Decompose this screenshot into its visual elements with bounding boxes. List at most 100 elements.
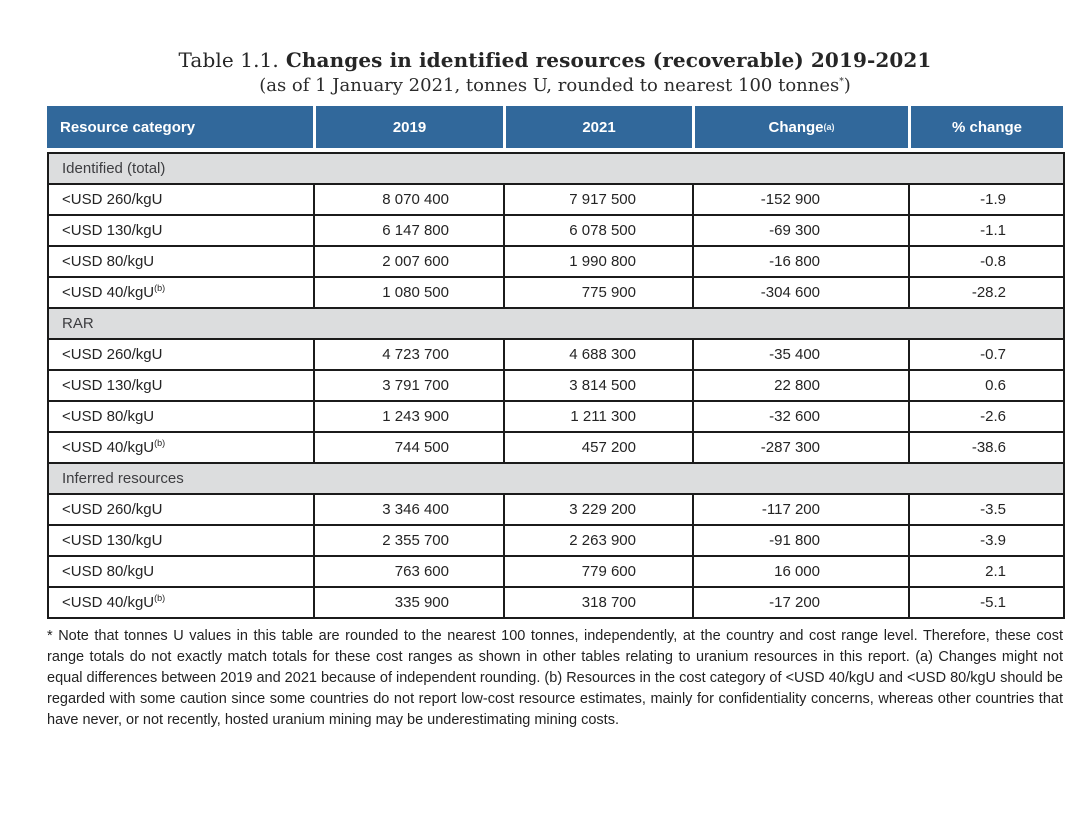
section-row-rar: RAR <box>46 307 1066 340</box>
resource-category-cell: <USD 260/kgU <box>47 183 315 216</box>
resource-category: <USD 80/kgU <box>62 253 155 270</box>
value-2019: 3 346 400 <box>313 493 505 526</box>
resource-category: <USD 260/kgU <box>62 191 163 208</box>
value-2019: 763 600 <box>313 555 505 588</box>
value-2021: 3 229 200 <box>503 493 694 526</box>
resource-category: <USD 40/kgU <box>62 439 155 456</box>
value-pct-change: -3.5 <box>907 493 1066 526</box>
value-change: -17 200 <box>692 586 910 619</box>
value-2021: 775 900 <box>503 276 694 309</box>
value-change: -304 600 <box>692 276 910 309</box>
value-change: -35 400 <box>692 338 910 371</box>
col-header-change: Change (a) <box>692 106 908 148</box>
resource-category: <USD 80/kgU <box>62 408 155 425</box>
table-row: <USD 80/kgU 2 007 600 1 990 800 -16 800 … <box>47 245 1066 278</box>
table-row: <USD 130/kgU 3 791 700 3 814 500 22 800 … <box>47 369 1066 402</box>
value-2019: 1 080 500 <box>313 276 505 309</box>
value-pct-change: -0.8 <box>907 245 1066 278</box>
table-row: <USD 260/kgU 8 070 400 7 917 500 -152 90… <box>47 183 1066 216</box>
resource-category: <USD 130/kgU <box>62 377 163 394</box>
value-change: 22 800 <box>692 369 910 402</box>
col-header-change-label: Change <box>768 118 824 136</box>
value-pct-change: 0.6 <box>907 369 1066 402</box>
table-row: <USD 40/kgU(b) 1 080 500 775 900 -304 60… <box>47 276 1066 309</box>
value-2021: 1 990 800 <box>503 245 694 278</box>
value-2021: 779 600 <box>503 555 694 588</box>
value-pct-change: -1.1 <box>907 214 1066 247</box>
value-2019: 2 007 600 <box>313 245 505 278</box>
resource-category-cell: <USD 130/kgU <box>47 524 315 557</box>
value-2021: 2 263 900 <box>503 524 694 557</box>
resources-table: Identified (total) <USD 260/kgU 8 070 40… <box>46 152 1066 619</box>
value-2021: 318 700 <box>503 586 694 619</box>
value-pct-change: -38.6 <box>907 431 1066 464</box>
table-number: Table 1.1. <box>178 48 279 72</box>
value-2019: 3 791 700 <box>313 369 505 402</box>
resource-category: <USD 40/kgU <box>62 594 155 611</box>
value-2021: 1 211 300 <box>503 400 694 433</box>
value-pct-change: -0.7 <box>907 338 1066 371</box>
title-block: Table 1.1. Changes in identified resourc… <box>47 48 1063 96</box>
table-row: <USD 260/kgU 4 723 700 4 688 300 -35 400… <box>47 338 1066 371</box>
resource-category-cell: <USD 130/kgU <box>47 369 315 402</box>
value-2019: 744 500 <box>313 431 505 464</box>
value-2021: 457 200 <box>503 431 694 464</box>
table-row: <USD 80/kgU 763 600 779 600 16 000 2.1 <box>47 555 1066 588</box>
resource-category: <USD 40/kgU <box>62 284 155 301</box>
resource-category: <USD 80/kgU <box>62 563 155 580</box>
value-change: -152 900 <box>692 183 910 216</box>
resource-category-cell: <USD 260/kgU <box>47 338 315 371</box>
col-header-2021: 2021 <box>503 106 692 148</box>
footnote-marker: (b) <box>154 438 166 448</box>
asterisk-footnote-marker: * <box>839 77 844 87</box>
table-row: <USD 40/kgU(b) 335 900 318 700 -17 200 -… <box>47 586 1066 619</box>
resource-category: <USD 130/kgU <box>62 222 163 239</box>
value-2021: 7 917 500 <box>503 183 694 216</box>
table-row: <USD 130/kgU 6 147 800 6 078 500 -69 300… <box>47 214 1066 247</box>
value-change: -16 800 <box>692 245 910 278</box>
value-2019: 1 243 900 <box>313 400 505 433</box>
value-2021: 4 688 300 <box>503 338 694 371</box>
table-title-text: Changes in identified resources (recover… <box>278 48 932 72</box>
value-change: 16 000 <box>692 555 910 588</box>
table-row: <USD 80/kgU 1 243 900 1 211 300 -32 600 … <box>47 400 1066 433</box>
section-label-rar: RAR <box>46 307 1066 340</box>
value-pct-change: -2.6 <box>907 400 1066 433</box>
resource-category: <USD 260/kgU <box>62 501 163 518</box>
resource-category-cell: <USD 40/kgU(b) <box>47 431 315 464</box>
value-2019: 2 355 700 <box>313 524 505 557</box>
table-row: <USD 40/kgU(b) 744 500 457 200 -287 300 … <box>47 431 1066 464</box>
value-change: -32 600 <box>692 400 910 433</box>
page: Table 1.1. Changes in identified resourc… <box>46 48 1066 730</box>
resource-category-cell: <USD 80/kgU <box>47 245 315 278</box>
section-label-inferred: Inferred resources <box>46 462 1066 495</box>
resource-category-cell: <USD 40/kgU(b) <box>47 586 315 619</box>
value-change: -69 300 <box>692 214 910 247</box>
resource-category-cell: <USD 40/kgU(b) <box>47 276 315 309</box>
col-header-pct-change: % change <box>908 106 1063 148</box>
resource-category: <USD 260/kgU <box>62 346 163 363</box>
value-pct-change: -5.1 <box>907 586 1066 619</box>
value-pct-change: 2.1 <box>907 555 1066 588</box>
value-change: -117 200 <box>692 493 910 526</box>
value-pct-change: -28.2 <box>907 276 1066 309</box>
footnote-marker: (b) <box>154 593 166 603</box>
value-2019: 6 147 800 <box>313 214 505 247</box>
value-pct-change: -3.9 <box>907 524 1066 557</box>
value-change: -287 300 <box>692 431 910 464</box>
table-footnote: * Note that tonnes U values in this tabl… <box>47 628 1063 728</box>
value-2019: 4 723 700 <box>313 338 505 371</box>
value-2019: 335 900 <box>313 586 505 619</box>
footnote-marker: (b) <box>154 283 166 293</box>
value-2021: 3 814 500 <box>503 369 694 402</box>
section-row-inferred: Inferred resources <box>46 462 1066 495</box>
section-label-identified: Identified (total) <box>46 152 1066 185</box>
resource-category-cell: <USD 130/kgU <box>47 214 315 247</box>
resource-category-cell: <USD 80/kgU <box>47 400 315 433</box>
value-pct-change: -1.9 <box>907 183 1066 216</box>
table-subtitle-close: ) <box>843 75 851 96</box>
table-title: Table 1.1. Changes in identified resourc… <box>47 48 1063 72</box>
table-row: <USD 260/kgU 3 346 400 3 229 200 -117 20… <box>47 493 1066 526</box>
table-header: Resource category 2019 2021 Change (a) % … <box>47 106 1063 148</box>
resource-category-cell: <USD 260/kgU <box>47 493 315 526</box>
